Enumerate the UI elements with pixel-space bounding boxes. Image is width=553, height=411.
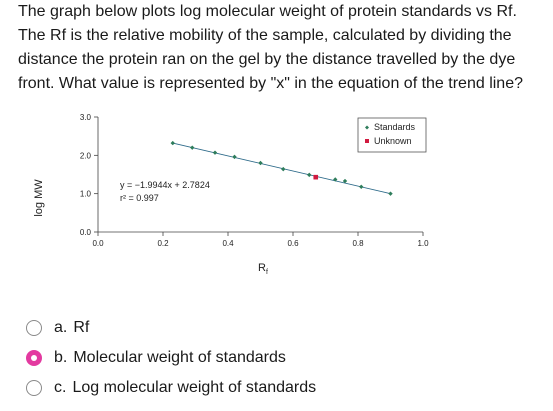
chart-legend: Standards Unknown bbox=[357, 117, 427, 153]
chart-ticks: 0.0 1.0 2.0 3.0 0.0 0.2 0.4 0.6 0.8 1.0 bbox=[80, 113, 429, 248]
legend-unknown-label: Unknown bbox=[374, 136, 412, 146]
x-tick-label: 1.0 bbox=[417, 239, 429, 248]
radio-option-b[interactable] bbox=[26, 350, 42, 366]
legend-standards-marker bbox=[365, 125, 369, 130]
standards-point bbox=[232, 154, 237, 160]
x-tick-label: 0.4 bbox=[222, 239, 234, 248]
y-tick-label: 2.0 bbox=[80, 151, 92, 160]
option-b[interactable]: b. Molecular weight of standards bbox=[26, 346, 426, 370]
option-b-letter: b. bbox=[54, 349, 68, 366]
y-tick-label: 3.0 bbox=[80, 113, 92, 122]
question-text: The graph below plots log molecular weig… bbox=[18, 3, 523, 92]
trend-line bbox=[172, 142, 391, 195]
y-axis-label: log MW bbox=[33, 179, 45, 217]
standards-point bbox=[359, 184, 364, 189]
unknown-point bbox=[313, 174, 319, 180]
option-c-letter: c. bbox=[54, 379, 67, 396]
scatter-chart: 0.0 1.0 2.0 3.0 0.0 0.2 0.4 0.6 0.8 1.0 y = −1.99… bbox=[33, 113, 429, 276]
standards-point bbox=[307, 172, 312, 178]
x-axis-label-main: R bbox=[258, 262, 266, 274]
standards-point bbox=[212, 150, 218, 155]
legend-box bbox=[357, 117, 427, 153]
standards-point bbox=[170, 140, 175, 146]
x-axis-label: Rf bbox=[258, 262, 268, 276]
option-c[interactable]: c. Log molecular weight of standards bbox=[26, 376, 426, 400]
chart-axes bbox=[97, 117, 423, 233]
x-tick-label: 0.0 bbox=[92, 239, 104, 248]
trendline-r-squared: r² = 0.997 bbox=[120, 193, 159, 203]
standards-point bbox=[258, 160, 263, 166]
option-a-letter: a. bbox=[54, 319, 68, 336]
x-tick-label: 0.2 bbox=[157, 239, 169, 248]
legend-standards-label: Standards bbox=[374, 122, 416, 132]
standards-point bbox=[190, 145, 195, 150]
option-a[interactable]: a. Rf bbox=[26, 316, 426, 340]
option-b-label: Molecular weight of standards bbox=[73, 349, 286, 366]
radio-option-a[interactable] bbox=[26, 320, 42, 336]
x-tick-label: 0.6 bbox=[287, 239, 299, 248]
y-tick-label: 0.0 bbox=[80, 228, 92, 237]
y-tick-label: 1.0 bbox=[80, 190, 92, 199]
x-axis-label-sub: f bbox=[266, 269, 268, 276]
standards-point bbox=[388, 191, 393, 196]
trendline-equation: y = −1.9944x + 2.7824 bbox=[120, 180, 210, 190]
option-a-label: Rf bbox=[73, 319, 90, 336]
legend-unknown-marker bbox=[365, 139, 369, 143]
option-c-label: Log molecular weight of standards bbox=[72, 379, 317, 396]
radio-option-c[interactable] bbox=[26, 380, 42, 396]
standards-point bbox=[333, 177, 338, 182]
x-tick-label: 0.8 bbox=[352, 239, 364, 248]
standards-point bbox=[281, 166, 286, 172]
trend-line-group bbox=[172, 142, 391, 195]
